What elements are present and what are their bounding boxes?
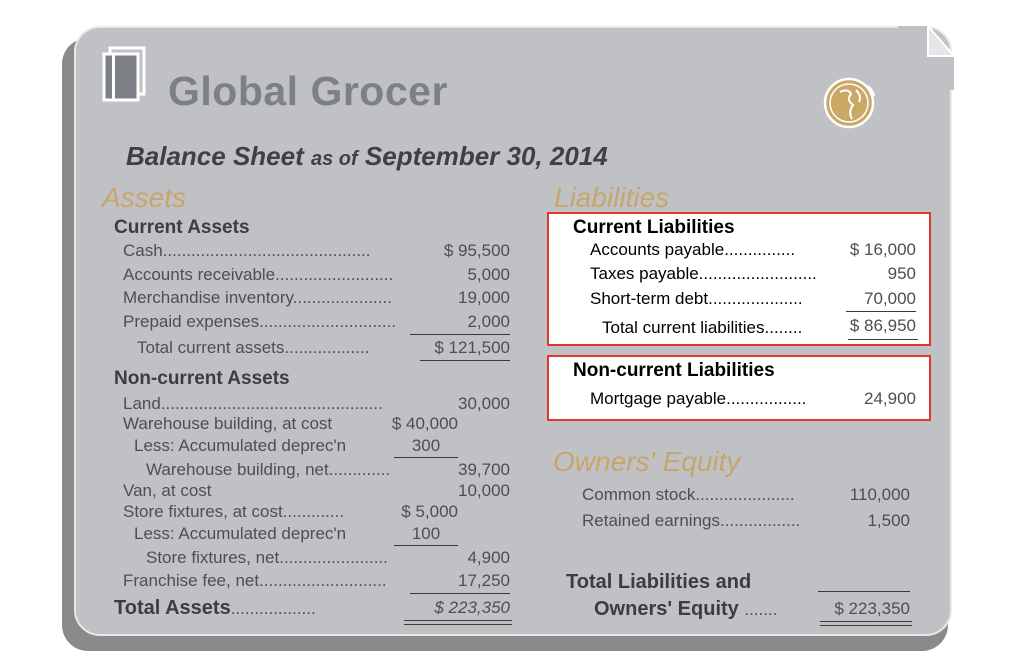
warehouse-net-label: Warehouse building, net............. bbox=[146, 460, 391, 479]
warehouse-cost-label: Warehouse building, at cost bbox=[123, 414, 333, 433]
current-liabilities-box bbox=[547, 212, 931, 346]
store-fixtures-cost-value: $ 5,000 bbox=[401, 502, 458, 521]
statement-asof: as of bbox=[310, 148, 358, 170]
underline bbox=[848, 339, 918, 340]
taxes-payable-label: Taxes payable......................... bbox=[590, 264, 817, 283]
current-assets-title: Current Assets bbox=[114, 217, 250, 238]
land-label: Land....................................… bbox=[123, 394, 383, 413]
ar-value: 5,000 bbox=[467, 265, 510, 284]
accounts-payable-value: $ 16,000 bbox=[849, 240, 916, 259]
van-value: 10,000 bbox=[458, 481, 510, 500]
noncurrent-assets-title: Non-current Assets bbox=[114, 368, 290, 389]
owners-equity-header: Owners' Equity bbox=[553, 446, 741, 477]
warehouse-net-value: 39,700 bbox=[458, 460, 510, 479]
warehouse-depreciation-label: Less: Accumulated deprec'n bbox=[134, 436, 347, 455]
land-value: 30,000 bbox=[458, 394, 510, 413]
total-current-liabilities-label: Total current liabilities........ bbox=[602, 318, 803, 337]
double-underline bbox=[404, 620, 512, 625]
total-assets-dots: .................. bbox=[230, 599, 316, 618]
statement-title: Balance Sheet bbox=[126, 141, 304, 171]
statement-heading: Balance Sheet as of September 30, 2014 bbox=[126, 141, 608, 172]
total-le-line2-row: Owners' Equity ....... bbox=[594, 598, 777, 621]
retained-earnings-label: Retained earnings................. bbox=[582, 511, 801, 530]
van-label: Van, at cost bbox=[123, 481, 212, 500]
mortgage-payable-value: 24,900 bbox=[864, 389, 916, 408]
current-liabilities-title: Current Liabilities bbox=[573, 217, 735, 238]
ar-label: Accounts receivable.....................… bbox=[123, 265, 394, 284]
common-stock-label: Common stock..................... bbox=[582, 485, 795, 504]
common-stock-value: 110,000 bbox=[849, 485, 910, 504]
liabilities-header: Liabilities bbox=[554, 182, 670, 213]
total-assets-text: Total Assets bbox=[114, 597, 231, 619]
total-le-dots: ....... bbox=[744, 600, 778, 619]
store-fixtures-net-label: Store fixtures, net.....................… bbox=[146, 548, 388, 567]
store-fixtures-depreciation-value: 100 bbox=[394, 524, 458, 546]
warehouse-cost-value: $ 40,000 bbox=[391, 414, 458, 433]
statement-date: September 30, 2014 bbox=[364, 141, 608, 171]
underline bbox=[420, 360, 510, 361]
page-fold-icon bbox=[898, 26, 954, 90]
double-underline bbox=[820, 621, 912, 626]
total-current-assets-label: Total current assets.................. bbox=[137, 338, 370, 357]
warehouse-depreciation-value: 300 bbox=[394, 436, 458, 458]
cash-label: Cash....................................… bbox=[123, 241, 371, 260]
cash-value: $ 95,500 bbox=[443, 241, 510, 260]
inventory-value: 19,000 bbox=[458, 288, 510, 307]
noncurrent-liabilities-box bbox=[547, 355, 931, 421]
notebook-icon bbox=[102, 46, 146, 102]
franchise-value: 17,250 bbox=[410, 571, 510, 594]
store-fixtures-depreciation-label: Less: Accumulated deprec'n bbox=[134, 524, 347, 543]
prepaid-label: Prepaid expenses........................… bbox=[123, 312, 397, 331]
total-le-value: $ 223,350 bbox=[834, 599, 910, 618]
total-le-line2: Owners' Equity bbox=[594, 598, 739, 620]
short-term-debt-value: 70,000 bbox=[846, 289, 916, 312]
prepaid-value: 2,000 bbox=[410, 312, 510, 335]
franchise-label: Franchise fee, net......................… bbox=[123, 571, 387, 590]
globe-icon bbox=[823, 77, 875, 129]
assets-header: Assets bbox=[102, 182, 187, 213]
company-name: Global Grocer bbox=[168, 68, 448, 114]
retained-earnings-value: 1,500 bbox=[867, 511, 910, 530]
inventory-label: Merchandise inventory...................… bbox=[123, 288, 392, 307]
noncurrent-liabilities-title: Non-current Liabilities bbox=[573, 360, 775, 381]
total-current-liabilities-value: $ 86,950 bbox=[849, 316, 916, 335]
mortgage-payable-label: Mortgage payable................. bbox=[590, 389, 807, 408]
total-le-line1: Total Liabilities and bbox=[566, 571, 752, 593]
total-assets-value: $ 223,350 bbox=[434, 598, 510, 617]
total-assets-label: Total Assets.................. bbox=[114, 597, 316, 620]
accounts-payable-label: Accounts payable............... bbox=[590, 240, 796, 259]
store-fixtures-cost-label: Store fixtures, at cost............. bbox=[123, 502, 345, 521]
store-fixtures-net-value: 4,900 bbox=[467, 548, 510, 567]
short-term-debt-label: Short-term debt.................... bbox=[590, 289, 803, 308]
total-current-assets-value: $ 121,500 bbox=[434, 338, 510, 357]
taxes-payable-value: 950 bbox=[887, 264, 916, 283]
underline bbox=[818, 591, 910, 592]
